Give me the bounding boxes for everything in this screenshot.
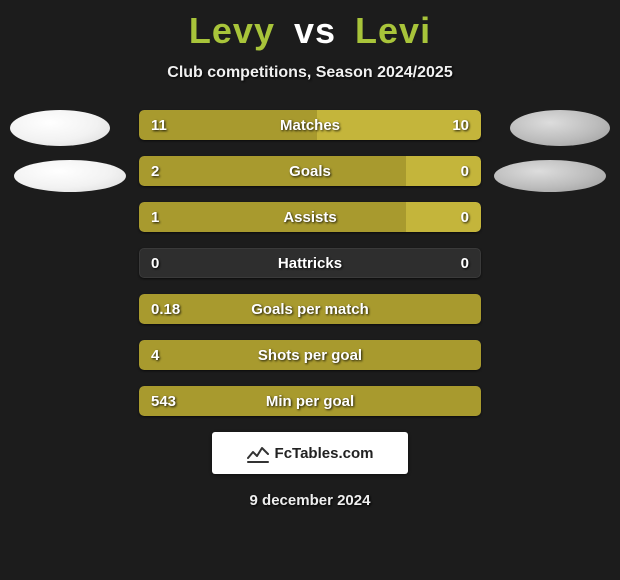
- stat-row: 0.18Goals per match: [139, 294, 481, 324]
- stat-bars: 1110Matches 20Goals 10Assists 0 0Hattricks 0.…: [139, 110, 481, 416]
- stat-fill-left: [139, 156, 406, 186]
- subtitle: Club competitions, Season 2024/2025: [0, 64, 620, 82]
- date-text: 9 december 2024: [0, 492, 620, 509]
- page-title: Levy vs Levi: [0, 0, 620, 52]
- stat-row: 1110Matches: [139, 110, 481, 140]
- watermark-icon: [247, 443, 269, 463]
- stat-value-right: 0: [461, 248, 469, 278]
- stat-fill-left: [139, 202, 406, 232]
- watermark: FcTables.com: [212, 432, 408, 474]
- stat-value-left: 0: [151, 248, 159, 278]
- stat-label: Hattricks: [139, 248, 481, 278]
- avatar-player2: [510, 110, 610, 146]
- avatar-player1: [10, 110, 110, 146]
- stat-fill-left: [139, 294, 481, 324]
- avatar-player1-badge: [14, 160, 126, 192]
- stat-fill-right: [317, 110, 481, 140]
- stat-fill-left: [139, 110, 317, 140]
- stat-row: 0 0Hattricks: [139, 248, 481, 278]
- avatar-player2-badge: [494, 160, 606, 192]
- stat-row: 20Goals: [139, 156, 481, 186]
- title-vs: vs: [294, 10, 336, 51]
- stat-fill-right: [406, 156, 481, 186]
- stat-fill-right: [406, 202, 481, 232]
- stat-row: 543Min per goal: [139, 386, 481, 416]
- stat-fill-left: [139, 340, 481, 370]
- stat-row: 4Shots per goal: [139, 340, 481, 370]
- title-player2: Levi: [355, 10, 431, 51]
- stat-row: 10Assists: [139, 202, 481, 232]
- stat-fill-left: [139, 386, 481, 416]
- title-player1: Levy: [189, 10, 275, 51]
- comparison-arena: 1110Matches 20Goals 10Assists 0 0Hattricks 0.…: [0, 110, 620, 416]
- watermark-text: FcTables.com: [275, 445, 374, 462]
